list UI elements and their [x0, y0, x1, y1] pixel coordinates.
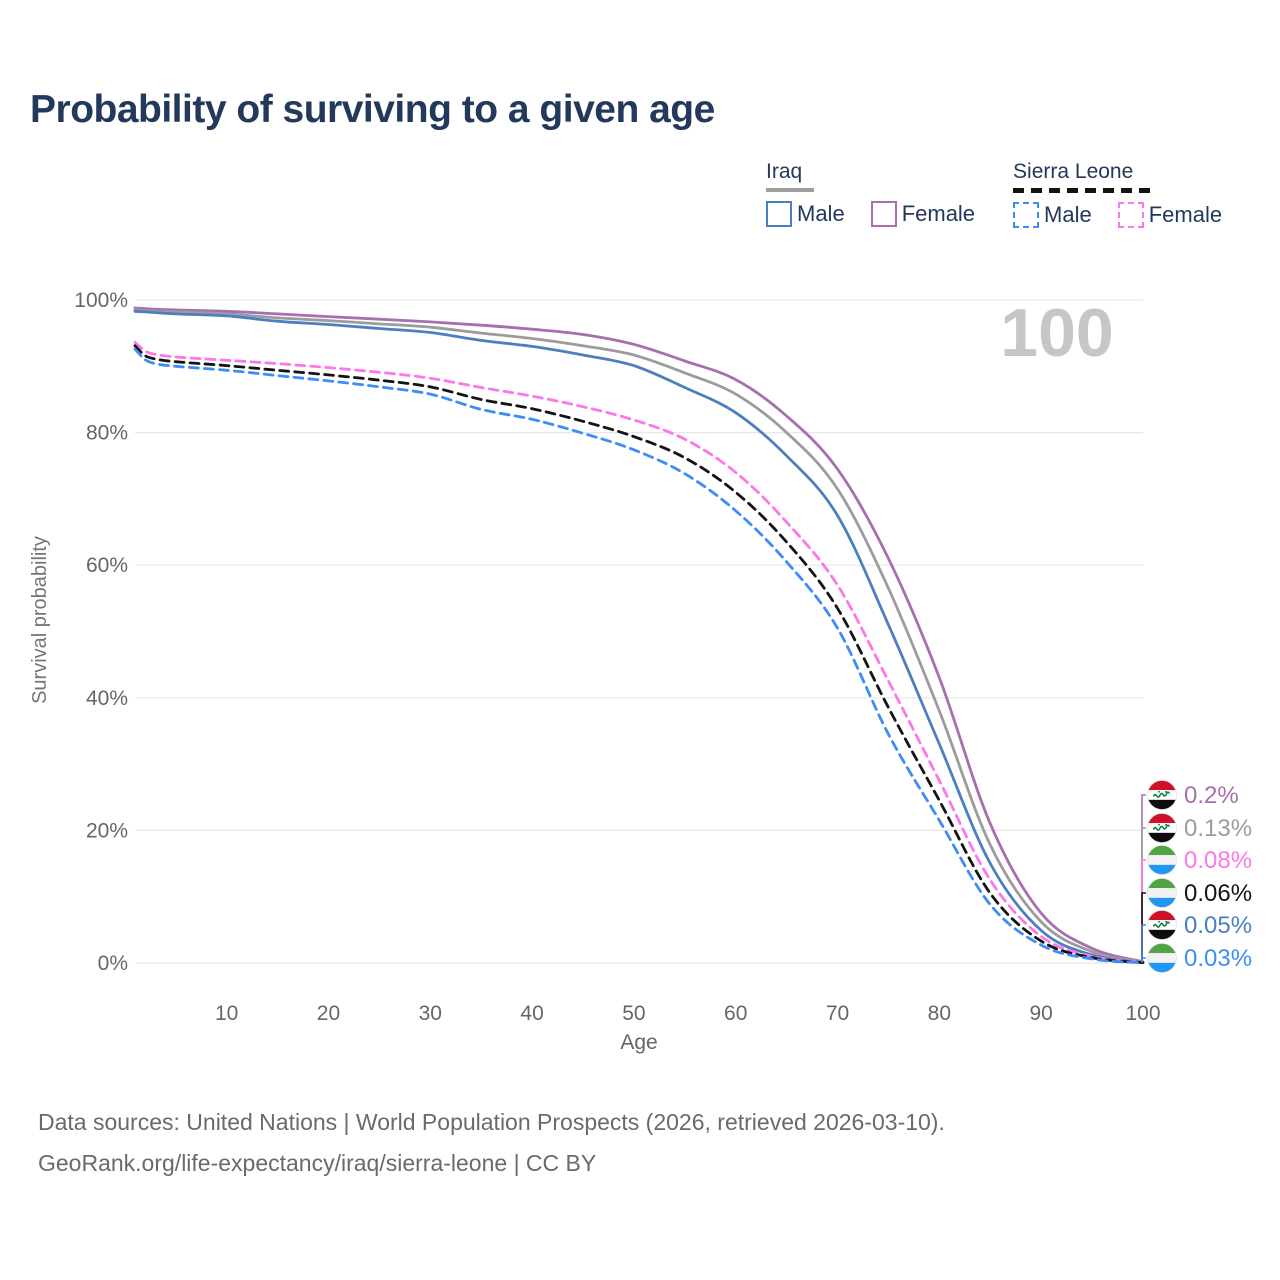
svg-text:20%: 20%: [86, 819, 128, 842]
legend-item-sierra-leone-male[interactable]: Male: [1013, 202, 1092, 228]
end-label-value: 0.05%: [1184, 912, 1252, 939]
legend-swatch: [870, 201, 897, 227]
end-label-value: 0.06%: [1184, 880, 1252, 907]
end-labels: 0.2% 0.13% 0.08% 0.06% 0.05% 0.03%: [1147, 780, 1252, 973]
sierra-leone-flag-icon: [1147, 878, 1177, 908]
iraq-flag-icon: [1147, 910, 1177, 940]
svg-text:100%: 100%: [74, 289, 128, 312]
end-label-connectors: [1141, 794, 1146, 963]
sierra-leone-flag-icon: [1147, 845, 1177, 875]
svg-text:40: 40: [520, 1002, 543, 1025]
legend-swatch: [1013, 202, 1040, 228]
end-label-value: 0.03%: [1184, 945, 1252, 972]
legend-group-name: Sierra Leone: [1013, 160, 1134, 183]
svg-text:0%: 0%: [98, 952, 128, 975]
x-axis-ticks: 10 20 30 40 50 60 70 80 90 100: [215, 1002, 1161, 1025]
legend: Iraq Male Female Sierra Leone Male Female: [766, 160, 1222, 228]
series-line-sierra-leone-both-sexes: [133, 344, 1145, 964]
legend-group-iraq: Iraq Male Female: [766, 160, 975, 228]
svg-text:70: 70: [826, 1002, 849, 1025]
legend-group-sierra-leone: Sierra Leone Male Female: [1013, 160, 1222, 228]
svg-text:80: 80: [928, 1002, 951, 1025]
series-line-iraq-male: [133, 309, 1145, 965]
legend-item-iraq-male[interactable]: Male: [766, 201, 845, 227]
svg-text:60: 60: [724, 1002, 747, 1025]
series-line-iraq-female: [133, 306, 1145, 964]
legend-group-name: Iraq: [766, 160, 803, 183]
page-title: Probability of surviving to a given age: [30, 88, 715, 131]
svg-text:100: 100: [1125, 1002, 1160, 1025]
end-label-value: 0.13%: [1184, 815, 1252, 842]
y-axis-ticks: 0% 20% 40% 60% 80% 100%: [74, 289, 128, 975]
svg-text:50: 50: [622, 1002, 645, 1025]
iraq-flag-icon: [1147, 813, 1177, 843]
series-line-sierra-leone-female: [133, 341, 1145, 964]
svg-text:40%: 40%: [86, 687, 128, 710]
end-label-value: 0.08%: [1184, 847, 1252, 874]
legend-item-iraq-female[interactable]: Female: [870, 201, 976, 227]
legend-group-underline-dashed: [1013, 188, 1156, 193]
legend-item-label: Male: [1044, 202, 1092, 227]
legend-group-underline-solid: [766, 188, 814, 192]
y-axis-title: Survival probability: [29, 536, 51, 704]
legend-swatch: [766, 201, 792, 227]
svg-text:20: 20: [317, 1002, 340, 1025]
legend-swatch: [1117, 202, 1144, 228]
attribution-line: GeoRank.org/life-expectancy/iraq/sierra-…: [38, 1150, 597, 1176]
legend-item-label: Female: [901, 201, 976, 226]
legend-item-sierra-leone-female[interactable]: Female: [1117, 202, 1223, 228]
svg-text:60%: 60%: [86, 554, 128, 577]
iraq-flag-icon: [1147, 780, 1177, 810]
svg-text:10: 10: [215, 1002, 238, 1025]
data-sources-line: Data sources: United Nations | World Pop…: [38, 1109, 945, 1135]
legend-item-label: Male: [797, 201, 845, 226]
series-line-sierra-leone-male: [133, 347, 1145, 965]
sierra-leone-flag-icon: [1147, 943, 1177, 973]
svg-text:80%: 80%: [86, 422, 128, 445]
svg-text:30: 30: [419, 1002, 442, 1025]
gridlines: [135, 299, 1143, 964]
age-watermark: 100: [1000, 295, 1113, 371]
footer: Data sources: United Nations | World Pop…: [38, 1102, 945, 1184]
legend-item-label: Female: [1148, 202, 1223, 227]
x-axis-title: Age: [620, 1031, 657, 1054]
svg-text:90: 90: [1030, 1002, 1053, 1025]
end-label-value: 0.2%: [1184, 782, 1239, 809]
series-line-iraq-both-sexes: [133, 308, 1145, 964]
